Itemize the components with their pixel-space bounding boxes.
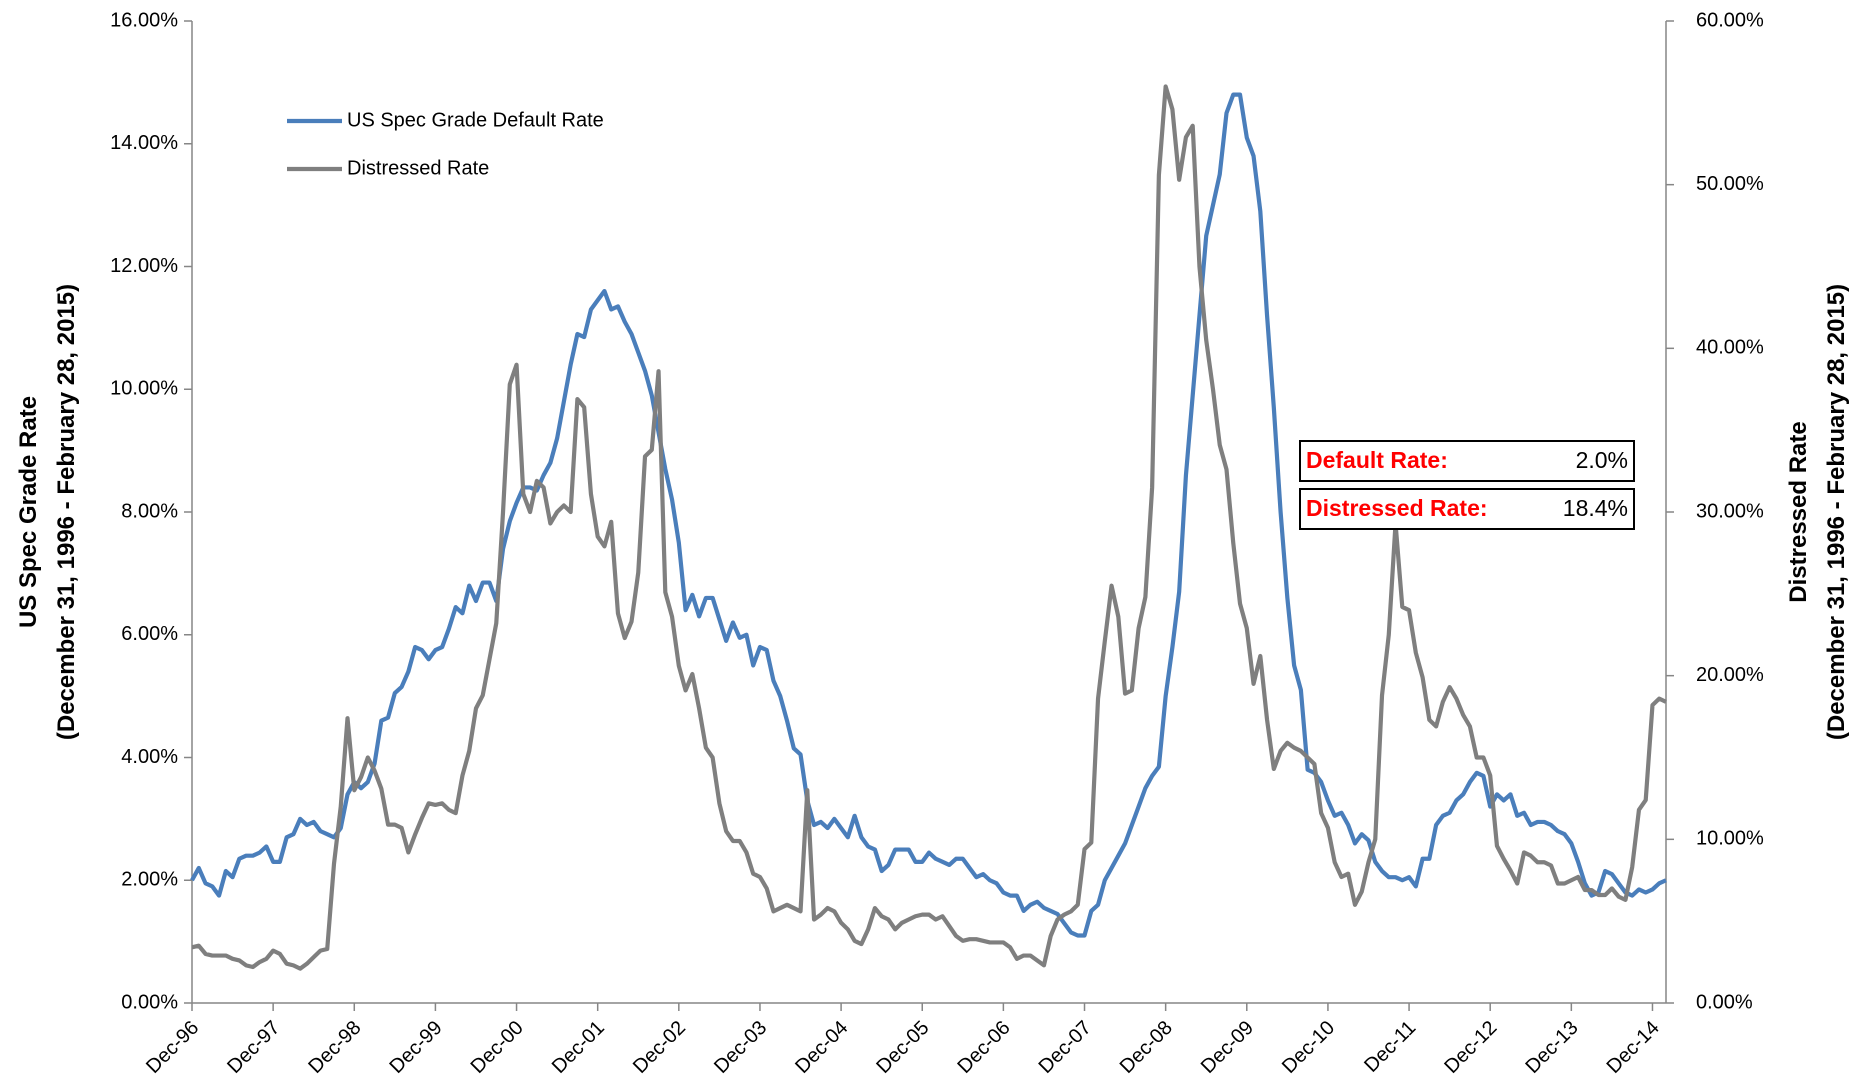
series-line — [191, 84, 1667, 971]
x-tick-label: Dec-97 — [223, 1017, 284, 1078]
y2-tick-label: 40.00% — [1696, 337, 1764, 359]
x-tick-label: Dec-01 — [548, 1017, 609, 1078]
y-tick-label: 12.00% — [110, 255, 178, 277]
x-tick-label: Dec-12 — [1440, 1017, 1501, 1078]
y-tick-label: 2.00% — [121, 869, 178, 891]
y2-tick-label: 60.00% — [1696, 9, 1764, 31]
x-tick-label: Dec-02 — [629, 1017, 690, 1078]
y2-tick-label: 20.00% — [1696, 664, 1764, 686]
y-tick-label: 8.00% — [121, 500, 178, 522]
y-tick-label: 16.00% — [110, 9, 178, 31]
y2-axis-title: Distressed Rate (December 31, 1996 - Febr… — [1785, 284, 1850, 740]
x-tick-label: Dec-06 — [953, 1017, 1014, 1078]
annotation-label: Distressed Rate: — [1306, 495, 1488, 521]
y-tick-label: 14.00% — [110, 132, 178, 154]
y2-tick-label: 10.00% — [1696, 828, 1764, 850]
y2-axis-title-line: (December 31, 1996 - February 28, 2015) — [1823, 284, 1850, 740]
y-axis-title-line: US Spec Grade Rate — [15, 396, 42, 628]
annotation-box — [1299, 440, 1635, 482]
y-tick-label: 0.00% — [121, 991, 178, 1013]
y-tick-label: 4.00% — [121, 746, 178, 768]
legend-label: US Spec Grade Default Rate — [347, 109, 604, 131]
y2-tick-label: 50.00% — [1696, 173, 1764, 195]
y-tick-label: 10.00% — [110, 378, 178, 400]
annotation-label: Default Rate: — [1306, 447, 1448, 473]
annotation-value: 2.0% — [1576, 447, 1628, 473]
x-tick-label: Dec-98 — [304, 1017, 365, 1078]
annotation-value: 18.4% — [1563, 495, 1628, 521]
x-tick-label: Dec-10 — [1278, 1017, 1339, 1078]
y2-tick-label: 0.00% — [1696, 991, 1753, 1013]
legend-label: Distressed Rate — [347, 157, 489, 179]
x-tick-label: Dec-07 — [1035, 1017, 1096, 1078]
x-tick-label: Dec-11 — [1360, 1017, 1420, 1077]
x-tick-label: Dec-96 — [142, 1017, 203, 1078]
y-tick-label: 6.00% — [121, 623, 178, 645]
x-tick-label: Dec-04 — [791, 1017, 852, 1078]
x-tick-label: Dec-13 — [1521, 1017, 1582, 1078]
x-tick-label: Dec-03 — [710, 1017, 771, 1078]
y-axis-title-line: (December 31, 1996 - February 28, 2015) — [53, 284, 80, 740]
y2-axis-title-line: Distressed Rate — [1785, 421, 1812, 602]
series-line — [190, 92, 1667, 938]
y-axis-title: US Spec Grade Rate (December 31, 1996 - F… — [15, 284, 80, 740]
x-tick-label: Dec-05 — [872, 1017, 933, 1078]
x-tick-label: Dec-08 — [1116, 1017, 1177, 1078]
x-tick-label: Dec-14 — [1603, 1017, 1664, 1078]
x-tick-label: Dec-99 — [386, 1017, 447, 1078]
x-tick-label: Dec-00 — [467, 1017, 528, 1078]
x-tick-label: Dec-09 — [1197, 1017, 1258, 1078]
y2-tick-label: 30.00% — [1696, 500, 1764, 522]
annotation-box — [1299, 488, 1635, 530]
